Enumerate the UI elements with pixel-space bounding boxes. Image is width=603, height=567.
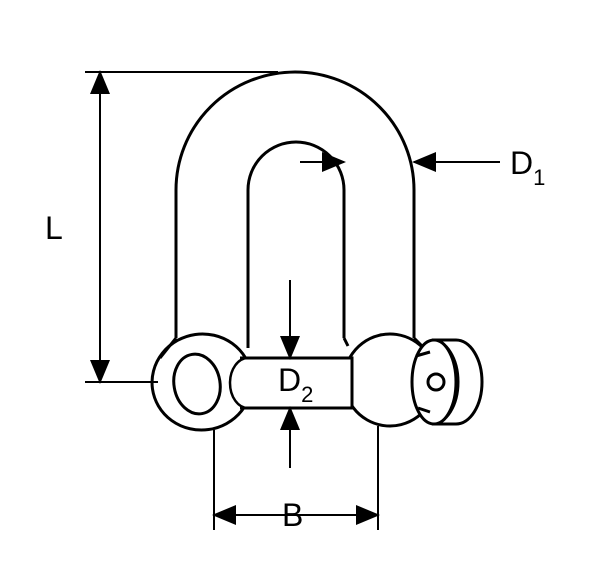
shackle-diagram xyxy=(0,0,603,567)
shackle-outer xyxy=(176,72,414,338)
label-B: B xyxy=(282,497,303,534)
shackle-inner xyxy=(248,142,344,338)
label-D1: D1 xyxy=(510,145,545,187)
label-L: L xyxy=(45,210,63,247)
label-D2: D2 xyxy=(278,362,313,404)
